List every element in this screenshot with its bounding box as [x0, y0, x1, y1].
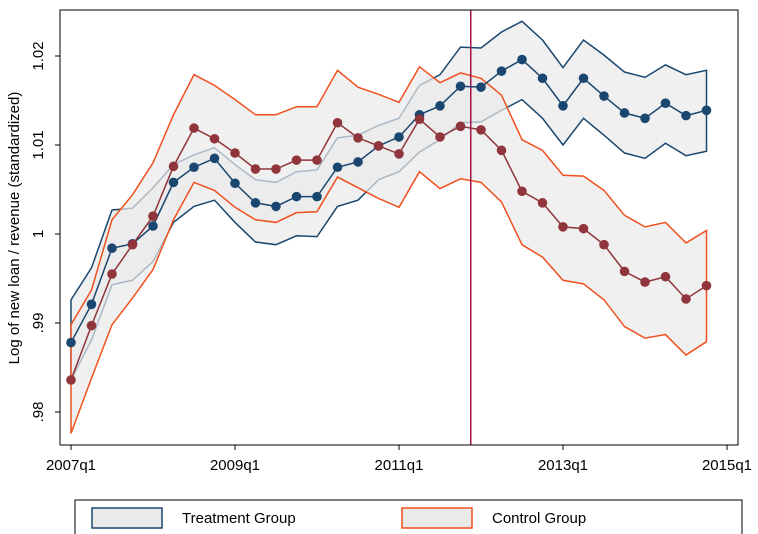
data-point: [66, 375, 76, 385]
data-point: [168, 161, 179, 172]
data-point: [517, 186, 527, 197]
data-point: [660, 98, 671, 108]
confidence-band: [70, 65, 708, 434]
x-tick-label: 2013q1: [538, 457, 588, 474]
data-point: [681, 294, 691, 304]
data-point: [189, 162, 199, 173]
data-point: [496, 66, 507, 76]
data-point: [250, 198, 261, 208]
data-point: [578, 73, 589, 84]
data-point: [312, 191, 322, 202]
legend-label: Treatment Group: [182, 510, 296, 527]
data-point: [271, 164, 281, 174]
data-point: [537, 73, 548, 84]
y-tick-label: 1.02: [30, 41, 47, 70]
data-point: [148, 221, 158, 231]
data-point: [701, 280, 712, 291]
data-point: [250, 164, 261, 174]
y-axis-label: Log of new loan / revenue (standardized): [6, 92, 23, 365]
data-point: [189, 123, 199, 133]
data-point: [599, 91, 609, 101]
data-point: [86, 299, 97, 310]
data-point: [640, 277, 650, 287]
data-point: [291, 191, 302, 202]
data-point: [353, 157, 363, 167]
data-point: [578, 223, 589, 234]
data-point: [127, 239, 138, 250]
x-tick-label: 2011q1: [375, 457, 424, 474]
data-point: [599, 239, 609, 250]
data-point: [619, 266, 630, 277]
data-point: [455, 81, 466, 92]
data-point: [681, 110, 691, 121]
data-point: [558, 222, 568, 232]
data-point: [558, 101, 568, 111]
data-point: [332, 162, 343, 173]
data-point: [107, 269, 117, 279]
data-point: [496, 145, 507, 156]
y-tick-label: 1.01: [30, 130, 47, 159]
data-point: [230, 178, 240, 189]
legend-label: Control Group: [492, 510, 586, 527]
data-point: [312, 155, 322, 165]
data-point: [291, 155, 302, 165]
data-point: [517, 54, 527, 65]
data-point: [271, 201, 281, 212]
y-tick-label: 1: [30, 230, 47, 238]
data-point: [537, 198, 548, 208]
data-point: [394, 132, 404, 142]
y-tick-label: .98: [30, 402, 47, 423]
data-point: [230, 148, 240, 158]
legend-swatch: [401, 507, 473, 529]
data-point: [619, 108, 630, 118]
data-point: [373, 141, 384, 151]
data-point: [435, 101, 445, 111]
data-point: [640, 113, 650, 124]
data-point: [455, 121, 466, 132]
legend-swatch: [91, 507, 163, 529]
x-tick-label: 2009q1: [210, 457, 260, 474]
data-point: [353, 133, 363, 143]
data-point: [209, 153, 220, 164]
data-point: [209, 133, 220, 144]
data-point: [332, 117, 343, 128]
x-tick-label: 2015q1: [702, 457, 752, 474]
data-point: [476, 82, 486, 92]
data-point: [107, 243, 117, 254]
data-point: [414, 114, 425, 124]
data-point: [701, 105, 712, 116]
y-tick-label: .99: [30, 313, 47, 334]
data-point: [86, 320, 97, 331]
x-tick-label: 2007q1: [46, 457, 96, 474]
data-point: [476, 125, 486, 135]
data-point: [660, 271, 671, 282]
data-point: [168, 177, 179, 188]
data-point: [66, 337, 76, 348]
data-point: [148, 211, 158, 221]
data-point: [394, 149, 404, 159]
data-point: [435, 132, 445, 142]
